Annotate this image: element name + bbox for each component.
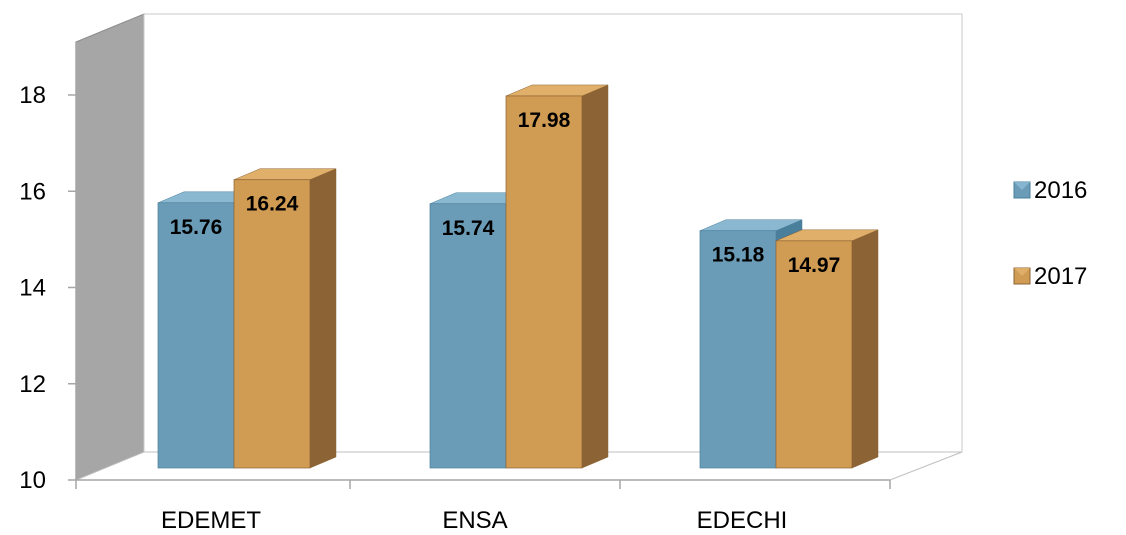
data-label: 17.98 <box>518 109 571 132</box>
data-labels: 15.76 16.24 15.74 17.98 15.18 14.97 <box>170 109 841 277</box>
x-axis: EDEMET ENSA EDECHI <box>75 480 891 534</box>
data-label: 15.74 <box>442 217 495 240</box>
bar-2017-edechi <box>775 229 879 469</box>
bar-2017-edemet <box>233 168 337 469</box>
data-label: 16.24 <box>246 193 299 216</box>
legend-swatch-highlight <box>1014 182 1030 190</box>
bar-front <box>429 203 507 469</box>
data-label: 15.18 <box>712 244 765 267</box>
y-tick-label: 10 <box>19 467 46 494</box>
legend-swatch-highlight <box>1014 268 1030 276</box>
y-tick-label: 12 <box>19 371 46 398</box>
legend: 2016 2017 <box>1013 177 1087 290</box>
legend-item-2016: 2016 <box>1013 177 1087 204</box>
bar-side <box>851 229 879 469</box>
bars <box>157 84 879 469</box>
side-wall <box>75 13 145 481</box>
data-label: 15.76 <box>170 216 223 239</box>
bar-2017-ensa <box>505 84 609 469</box>
legend-label: 2016 <box>1034 177 1087 204</box>
x-tick-label: EDECHI <box>697 507 788 534</box>
bar-front <box>775 240 853 469</box>
y-axis: 10 12 14 16 18 <box>19 82 76 494</box>
y-tick-label: 16 <box>19 178 46 205</box>
legend-item-2017: 2017 <box>1013 263 1087 290</box>
data-label: 14.97 <box>788 254 841 277</box>
bar-front <box>233 179 311 469</box>
bar-front <box>505 95 583 469</box>
legend-label: 2017 <box>1034 263 1087 290</box>
bar-side <box>581 84 609 469</box>
x-tick-label: EDEMET <box>161 507 261 534</box>
bar-side <box>309 168 337 469</box>
y-tick-label: 18 <box>19 82 46 109</box>
bar-front <box>157 202 235 469</box>
y-tick-label: 14 <box>19 275 46 302</box>
x-tick-label: ENSA <box>442 507 507 534</box>
